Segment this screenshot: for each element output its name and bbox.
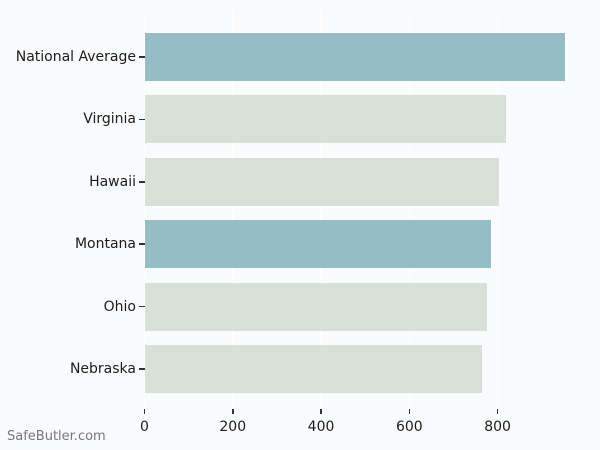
gridline-x800 bbox=[496, 11, 499, 408]
bar-ohio bbox=[144, 282, 487, 331]
category-label: Nebraska bbox=[69, 361, 136, 377]
bar-virginia bbox=[144, 95, 507, 144]
x-tick bbox=[496, 409, 499, 414]
x-tick-label: 0 bbox=[140, 419, 149, 435]
x-tick bbox=[143, 409, 146, 414]
category-label: Montana bbox=[74, 236, 136, 253]
gridline-x400 bbox=[320, 11, 322, 408]
y-tick bbox=[138, 181, 145, 183]
bar-montana bbox=[144, 220, 492, 269]
gridline-x600 bbox=[408, 11, 411, 408]
bar-nebraska bbox=[144, 345, 483, 393]
watermark: SafeButler.com bbox=[7, 429, 106, 444]
y-tick bbox=[138, 305, 145, 308]
x-tick-label: 800 bbox=[484, 419, 511, 435]
y-tick bbox=[138, 118, 145, 121]
y-tick bbox=[138, 56, 145, 58]
x-tick-label: 600 bbox=[395, 419, 423, 435]
bar-national-average bbox=[144, 33, 565, 81]
x-tick bbox=[232, 409, 234, 414]
y-tick bbox=[138, 368, 145, 370]
category-label: National Average bbox=[15, 49, 136, 65]
y-tick bbox=[138, 243, 145, 245]
x-tick-label: 200 bbox=[219, 419, 247, 435]
gridline-x200 bbox=[232, 11, 234, 408]
gridline-x0 bbox=[143, 11, 146, 408]
x-tick bbox=[320, 409, 322, 414]
category-label: Ohio bbox=[103, 298, 136, 315]
category-label: Virginia bbox=[83, 111, 136, 128]
plot-area bbox=[143, 11, 600, 408]
category-label: Hawaii bbox=[89, 173, 136, 190]
bar-hawaii bbox=[144, 157, 499, 206]
x-tick-label: 400 bbox=[307, 419, 335, 435]
x-tick bbox=[408, 409, 411, 414]
